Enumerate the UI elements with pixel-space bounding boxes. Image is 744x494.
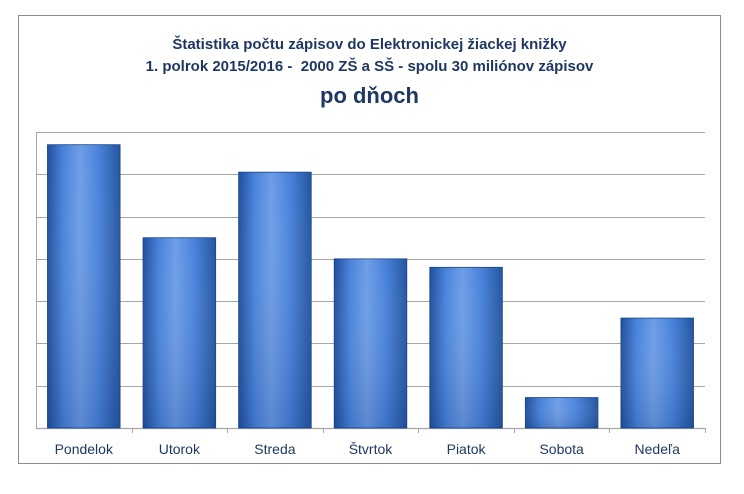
chart-title-line-2: 1. polrok 2015/2016 - 2000 ZŠ a SŠ - spo… bbox=[145, 58, 594, 75]
bar-shade bbox=[620, 318, 694, 428]
category-label: Sobota bbox=[539, 441, 584, 457]
bar-shade bbox=[525, 397, 598, 428]
category-label: Nedeľa bbox=[635, 441, 681, 457]
category-label: Streda bbox=[254, 441, 295, 457]
bar-shade bbox=[429, 267, 503, 428]
bar-shade bbox=[47, 144, 121, 428]
category-label: Piatok bbox=[447, 441, 487, 457]
bar-shade bbox=[238, 172, 312, 428]
category-labels: Pondelok Utorok Streda Štvrtok Piatok Sobota N… bbox=[55, 441, 681, 457]
chart-title-block: Štatistika počtu zápisov do Elektronicke… bbox=[19, 34, 720, 112]
bar-shade bbox=[143, 237, 216, 428]
chart-title-line-1: Štatistika počtu zápisov do Elektronicke… bbox=[172, 36, 567, 53]
category-label: Utorok bbox=[159, 441, 201, 457]
category-label: Štvrtok bbox=[349, 441, 394, 457]
category-label: Pondelok bbox=[55, 441, 114, 457]
chart-subtitle: po dňoch bbox=[320, 83, 419, 108]
bar-shade bbox=[334, 258, 407, 428]
bars bbox=[47, 144, 694, 429]
